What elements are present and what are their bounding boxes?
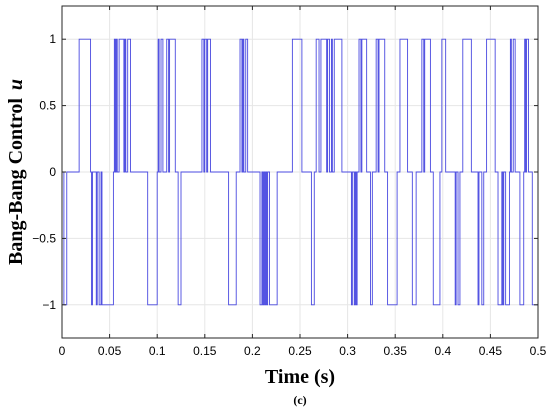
x-tick-label: 0.4 (434, 344, 451, 358)
x-tick-label: 0.45 (479, 344, 503, 358)
series-line-u (62, 38, 538, 306)
y-tick-label: 0.5 (39, 99, 56, 113)
x-tick-label: 0.5 (530, 344, 547, 358)
y-tick-label: 0 (49, 165, 56, 179)
axis-ticks (61, 6, 539, 338)
x-tick-label: 0.15 (193, 344, 217, 358)
plot-area (62, 38, 538, 306)
figure-caption: (c) (293, 393, 306, 407)
y-tick-label: −0.5 (32, 231, 56, 245)
y-axis-title: Bang-Bang Control u (5, 79, 27, 265)
x-tick-label: 0.3 (339, 344, 356, 358)
x-axis-title: Time (s) (265, 366, 335, 388)
y-tick-labels: −1 −0.5 0 0.5 1 (32, 32, 56, 312)
y-axis-title-text: Bang-Bang Control (5, 98, 27, 265)
x-tick-label: 0.35 (384, 344, 408, 358)
x-tick-labels: 0 0.05 0.1 0.15 0.2 0.25 0.3 0.35 0.4 0.45 0.5 (59, 344, 547, 358)
x-tick-label: 0.25 (288, 344, 312, 358)
x-tick-label: 0 (59, 344, 66, 358)
y-axis-title-symbol: u (5, 79, 27, 90)
x-tick-label: 0.05 (98, 344, 122, 358)
y-tick-label: 1 (49, 32, 56, 46)
x-tick-label: 0.1 (149, 344, 166, 358)
x-tick-label: 0.2 (244, 344, 261, 358)
y-tick-label: −1 (42, 298, 56, 312)
